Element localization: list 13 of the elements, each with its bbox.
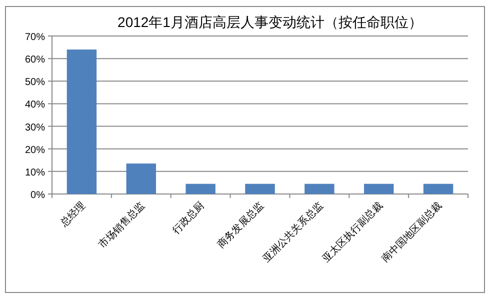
y-tick-label: 60% (24, 54, 46, 66)
y-tick-label: 70% (24, 32, 46, 43)
chart-title: 2012年1月酒店高层人事变动统计（按任命职位） (118, 14, 422, 30)
y-tick-label: 40% (24, 100, 46, 111)
y-tick-label: 30% (24, 122, 46, 134)
y-tick-label: 10% (24, 167, 46, 178)
y-tick-label: 0% (30, 190, 46, 201)
x-tick-label: 市场销售总监 (96, 200, 148, 251)
y-tick-label: 50% (24, 77, 46, 88)
y-tick-label: 20% (24, 144, 46, 156)
x-tick-label: 总经理 (57, 200, 88, 230)
x-tick-label: 行政总厨 (170, 200, 207, 236)
x-tick-label: 商务发展总监 (215, 200, 266, 251)
